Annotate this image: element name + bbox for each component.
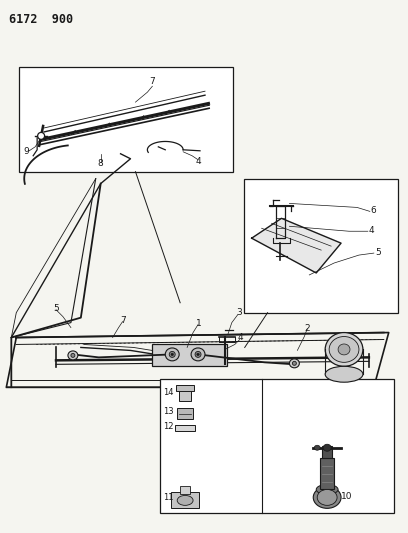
- Ellipse shape: [289, 359, 299, 368]
- Ellipse shape: [171, 353, 173, 356]
- Bar: [177, 408, 193, 419]
- Text: 2: 2: [304, 324, 310, 333]
- Ellipse shape: [338, 344, 350, 355]
- Text: 3: 3: [236, 308, 242, 317]
- Ellipse shape: [323, 445, 331, 451]
- Text: 5: 5: [53, 304, 59, 313]
- Ellipse shape: [325, 366, 363, 382]
- Ellipse shape: [177, 496, 193, 505]
- Ellipse shape: [165, 348, 179, 361]
- Text: 14: 14: [163, 388, 174, 397]
- Text: 10: 10: [341, 492, 353, 502]
- Text: 6: 6: [371, 206, 377, 215]
- Ellipse shape: [169, 351, 175, 358]
- Text: 5: 5: [375, 248, 381, 257]
- Text: 13: 13: [163, 407, 174, 416]
- Text: 7: 7: [149, 77, 155, 86]
- Ellipse shape: [325, 333, 363, 366]
- Text: 4: 4: [195, 157, 201, 166]
- Ellipse shape: [316, 484, 338, 495]
- Text: 12: 12: [163, 422, 174, 431]
- Bar: [179, 387, 191, 401]
- Text: 6172  900: 6172 900: [9, 13, 73, 26]
- Text: 4: 4: [238, 334, 244, 343]
- Text: 1: 1: [196, 319, 202, 328]
- Ellipse shape: [329, 336, 359, 362]
- Bar: [152, 344, 227, 366]
- Bar: [19, 67, 233, 172]
- Ellipse shape: [195, 351, 201, 358]
- Ellipse shape: [313, 487, 341, 508]
- Text: 8: 8: [98, 159, 104, 168]
- Bar: [160, 379, 394, 513]
- Text: 7: 7: [121, 316, 126, 325]
- Ellipse shape: [317, 489, 337, 505]
- Ellipse shape: [293, 361, 296, 365]
- Text: 4: 4: [369, 226, 375, 235]
- Polygon shape: [252, 219, 341, 273]
- Ellipse shape: [71, 353, 75, 358]
- Text: 11: 11: [163, 494, 174, 503]
- Bar: [244, 179, 398, 313]
- Bar: [180, 487, 190, 495]
- Ellipse shape: [38, 132, 44, 139]
- Ellipse shape: [314, 445, 320, 450]
- Bar: [175, 425, 195, 431]
- Ellipse shape: [191, 348, 205, 361]
- Text: 9: 9: [23, 147, 29, 156]
- Bar: [322, 446, 332, 458]
- Bar: [176, 385, 194, 391]
- Bar: [320, 458, 334, 489]
- Ellipse shape: [197, 353, 199, 356]
- Ellipse shape: [68, 351, 78, 360]
- Bar: [171, 492, 199, 508]
